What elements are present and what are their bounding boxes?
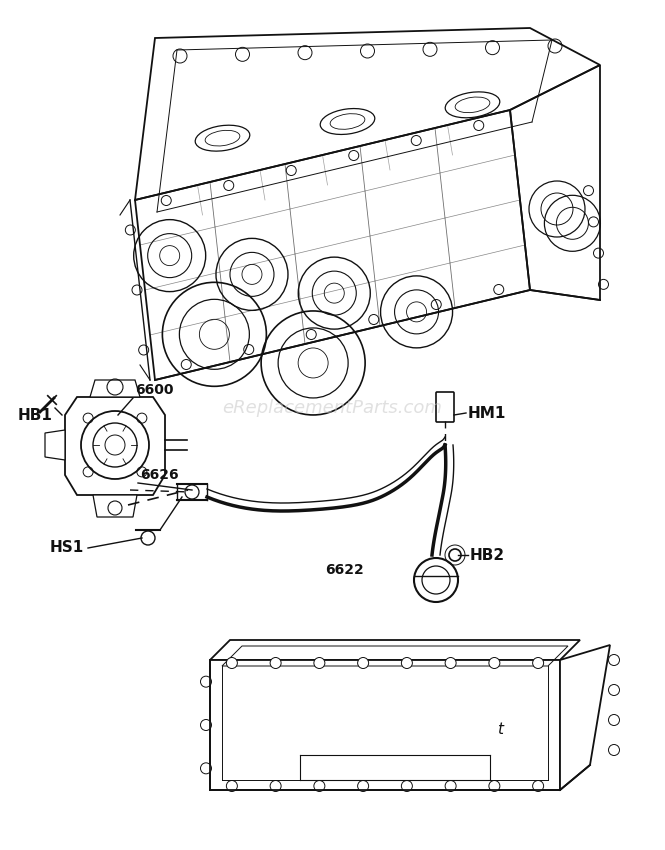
FancyBboxPatch shape bbox=[436, 392, 454, 422]
Circle shape bbox=[414, 558, 458, 602]
Circle shape bbox=[226, 658, 237, 668]
Circle shape bbox=[445, 658, 456, 668]
Text: 6622: 6622 bbox=[325, 563, 364, 577]
Circle shape bbox=[449, 549, 461, 561]
Circle shape bbox=[314, 780, 325, 791]
Text: HB2: HB2 bbox=[470, 547, 505, 563]
Circle shape bbox=[533, 780, 543, 791]
Text: HS1: HS1 bbox=[50, 541, 84, 556]
Circle shape bbox=[201, 762, 211, 774]
Circle shape bbox=[608, 745, 620, 756]
Polygon shape bbox=[93, 495, 137, 517]
Polygon shape bbox=[560, 645, 610, 790]
Circle shape bbox=[201, 719, 211, 730]
Polygon shape bbox=[90, 380, 140, 397]
Circle shape bbox=[533, 658, 543, 668]
Circle shape bbox=[358, 780, 368, 791]
Circle shape bbox=[201, 676, 211, 687]
Polygon shape bbox=[65, 397, 165, 495]
Circle shape bbox=[314, 658, 325, 668]
Circle shape bbox=[226, 780, 237, 791]
Text: 6600: 6600 bbox=[135, 383, 174, 397]
Polygon shape bbox=[45, 430, 65, 460]
Circle shape bbox=[270, 780, 281, 791]
Circle shape bbox=[489, 658, 500, 668]
Text: eReplacementParts.com: eReplacementParts.com bbox=[223, 399, 442, 417]
Circle shape bbox=[608, 654, 620, 666]
Circle shape bbox=[402, 780, 412, 791]
Polygon shape bbox=[210, 640, 580, 660]
Text: t: t bbox=[497, 722, 503, 738]
Circle shape bbox=[608, 684, 620, 695]
Text: HM1: HM1 bbox=[468, 405, 506, 421]
Circle shape bbox=[358, 658, 368, 668]
Text: HB1: HB1 bbox=[18, 407, 53, 422]
Polygon shape bbox=[210, 660, 560, 790]
Circle shape bbox=[402, 658, 412, 668]
Circle shape bbox=[81, 411, 149, 479]
Circle shape bbox=[445, 780, 456, 791]
Text: 6626: 6626 bbox=[140, 468, 179, 482]
Circle shape bbox=[489, 780, 500, 791]
Circle shape bbox=[608, 715, 620, 726]
Circle shape bbox=[270, 658, 281, 668]
